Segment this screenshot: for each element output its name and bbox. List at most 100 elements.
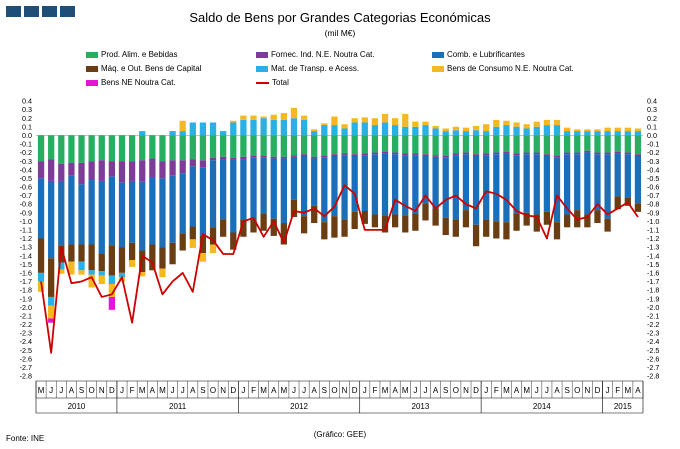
y-tick-label-left: -2.5	[20, 346, 32, 355]
bar-segment	[402, 135, 409, 154]
bar-segment	[220, 135, 227, 157]
y-tick-label-left: -1.1	[20, 226, 32, 235]
bar-segment	[584, 129, 591, 132]
month-label: S	[443, 386, 448, 395]
bar-segment	[513, 213, 520, 231]
bar-segment	[614, 153, 621, 197]
month-label: A	[271, 386, 277, 395]
bar-segment	[513, 153, 520, 156]
bar-segment	[432, 128, 439, 136]
bar-segment	[361, 153, 368, 156]
y-tick-label-left: -0.9	[20, 208, 32, 217]
bar-segment	[624, 127, 631, 132]
month-label: A	[312, 386, 318, 395]
year-label: 2014	[533, 402, 551, 411]
month-label: J	[423, 386, 427, 395]
month-label: O	[331, 386, 337, 395]
bar-segment	[189, 226, 196, 240]
month-label: D	[109, 386, 115, 395]
year-label: 2010	[68, 402, 86, 411]
legend-item-industrial: Fornec. Ind. N.E. Noutra Cat.	[256, 50, 375, 59]
y-tick-label-left: -0.7	[20, 191, 32, 200]
bar-segment	[634, 156, 642, 204]
y-tick-label-right: 0.1	[647, 122, 657, 131]
y-tick-label-left: 0.4	[22, 97, 32, 106]
bar-segment	[402, 113, 409, 127]
bar-segment	[139, 160, 146, 182]
bar-segment	[98, 271, 105, 276]
bar-segment	[634, 131, 642, 136]
bar-segment	[169, 131, 176, 136]
bar-segment	[149, 244, 156, 271]
bar-segment	[331, 216, 338, 238]
bar-segment	[503, 153, 510, 223]
bar-segment	[523, 124, 530, 129]
bar-segment	[563, 135, 571, 153]
bar-segment	[68, 162, 75, 176]
month-label: A	[554, 386, 560, 395]
y-tick-label-right: -1.6	[647, 268, 659, 277]
month-label: J	[545, 386, 549, 395]
logo	[6, 6, 75, 17]
bar-segment	[412, 126, 419, 136]
bar-segment	[300, 156, 308, 217]
month-label: M	[281, 386, 288, 395]
bar-segment	[553, 135, 561, 157]
bar-segment	[493, 126, 500, 136]
bar-segment	[240, 159, 247, 220]
bar-segment	[48, 135, 55, 160]
month-label: A	[150, 386, 156, 395]
month-label: M	[523, 386, 530, 395]
y-tick-label-left: -1.2	[20, 234, 32, 243]
y-tick-label-left: -1.6	[20, 268, 32, 277]
y-tick-label-left: -2.1	[20, 311, 32, 320]
month-label: F	[494, 386, 499, 395]
bar-segment	[250, 157, 257, 220]
bar-segment	[371, 154, 379, 215]
bar-segment	[240, 156, 247, 160]
bar-segment	[452, 135, 459, 154]
y-tick-label-right: -2.7	[647, 363, 659, 372]
month-label: S	[200, 386, 205, 395]
bar-segment	[462, 154, 470, 211]
bar-segment	[311, 129, 318, 132]
bar-segment	[634, 135, 642, 155]
bar-segment	[58, 135, 65, 164]
bar-segment	[442, 217, 449, 236]
bar-segment	[483, 135, 490, 154]
bar-segment	[412, 153, 419, 156]
y-tick-label-left: -0.2	[20, 148, 32, 157]
bar-segment	[523, 154, 530, 213]
bar-segment	[412, 121, 419, 127]
bar-segment	[199, 253, 207, 262]
bar-segment	[98, 180, 105, 254]
bar-segment	[48, 180, 55, 259]
bar-segment	[503, 151, 510, 154]
bar-segment	[472, 154, 480, 156]
legend-item-food: Prod. Alim. e Bebidas	[86, 50, 177, 59]
bar-segment	[260, 118, 267, 136]
bar-segment	[209, 160, 217, 228]
bar-segment	[108, 284, 116, 297]
bar-segment	[240, 119, 247, 136]
bar-segment	[604, 127, 611, 132]
month-label: M	[38, 386, 45, 395]
legend-label: Bens NE Noutra Cat.	[101, 78, 176, 87]
month-label: D	[473, 386, 479, 395]
bar-segment	[169, 135, 176, 161]
y-tick-label-right: 0.4	[647, 97, 657, 106]
month-label: J	[302, 386, 306, 395]
bar-segment	[402, 155, 409, 216]
bar-segment	[270, 114, 277, 120]
bar-segment	[543, 135, 551, 155]
bar-segment	[240, 219, 247, 237]
bar-segment	[98, 253, 105, 272]
bar-segment	[371, 214, 379, 228]
bar-segment	[614, 127, 621, 132]
bar-segment	[351, 122, 358, 136]
y-tick-label-left: 0.0	[22, 131, 32, 140]
y-tick-label-right: -0.4	[647, 165, 659, 174]
bar-segment	[169, 242, 176, 265]
bar-segment	[290, 199, 298, 218]
bar-segment	[452, 153, 459, 156]
